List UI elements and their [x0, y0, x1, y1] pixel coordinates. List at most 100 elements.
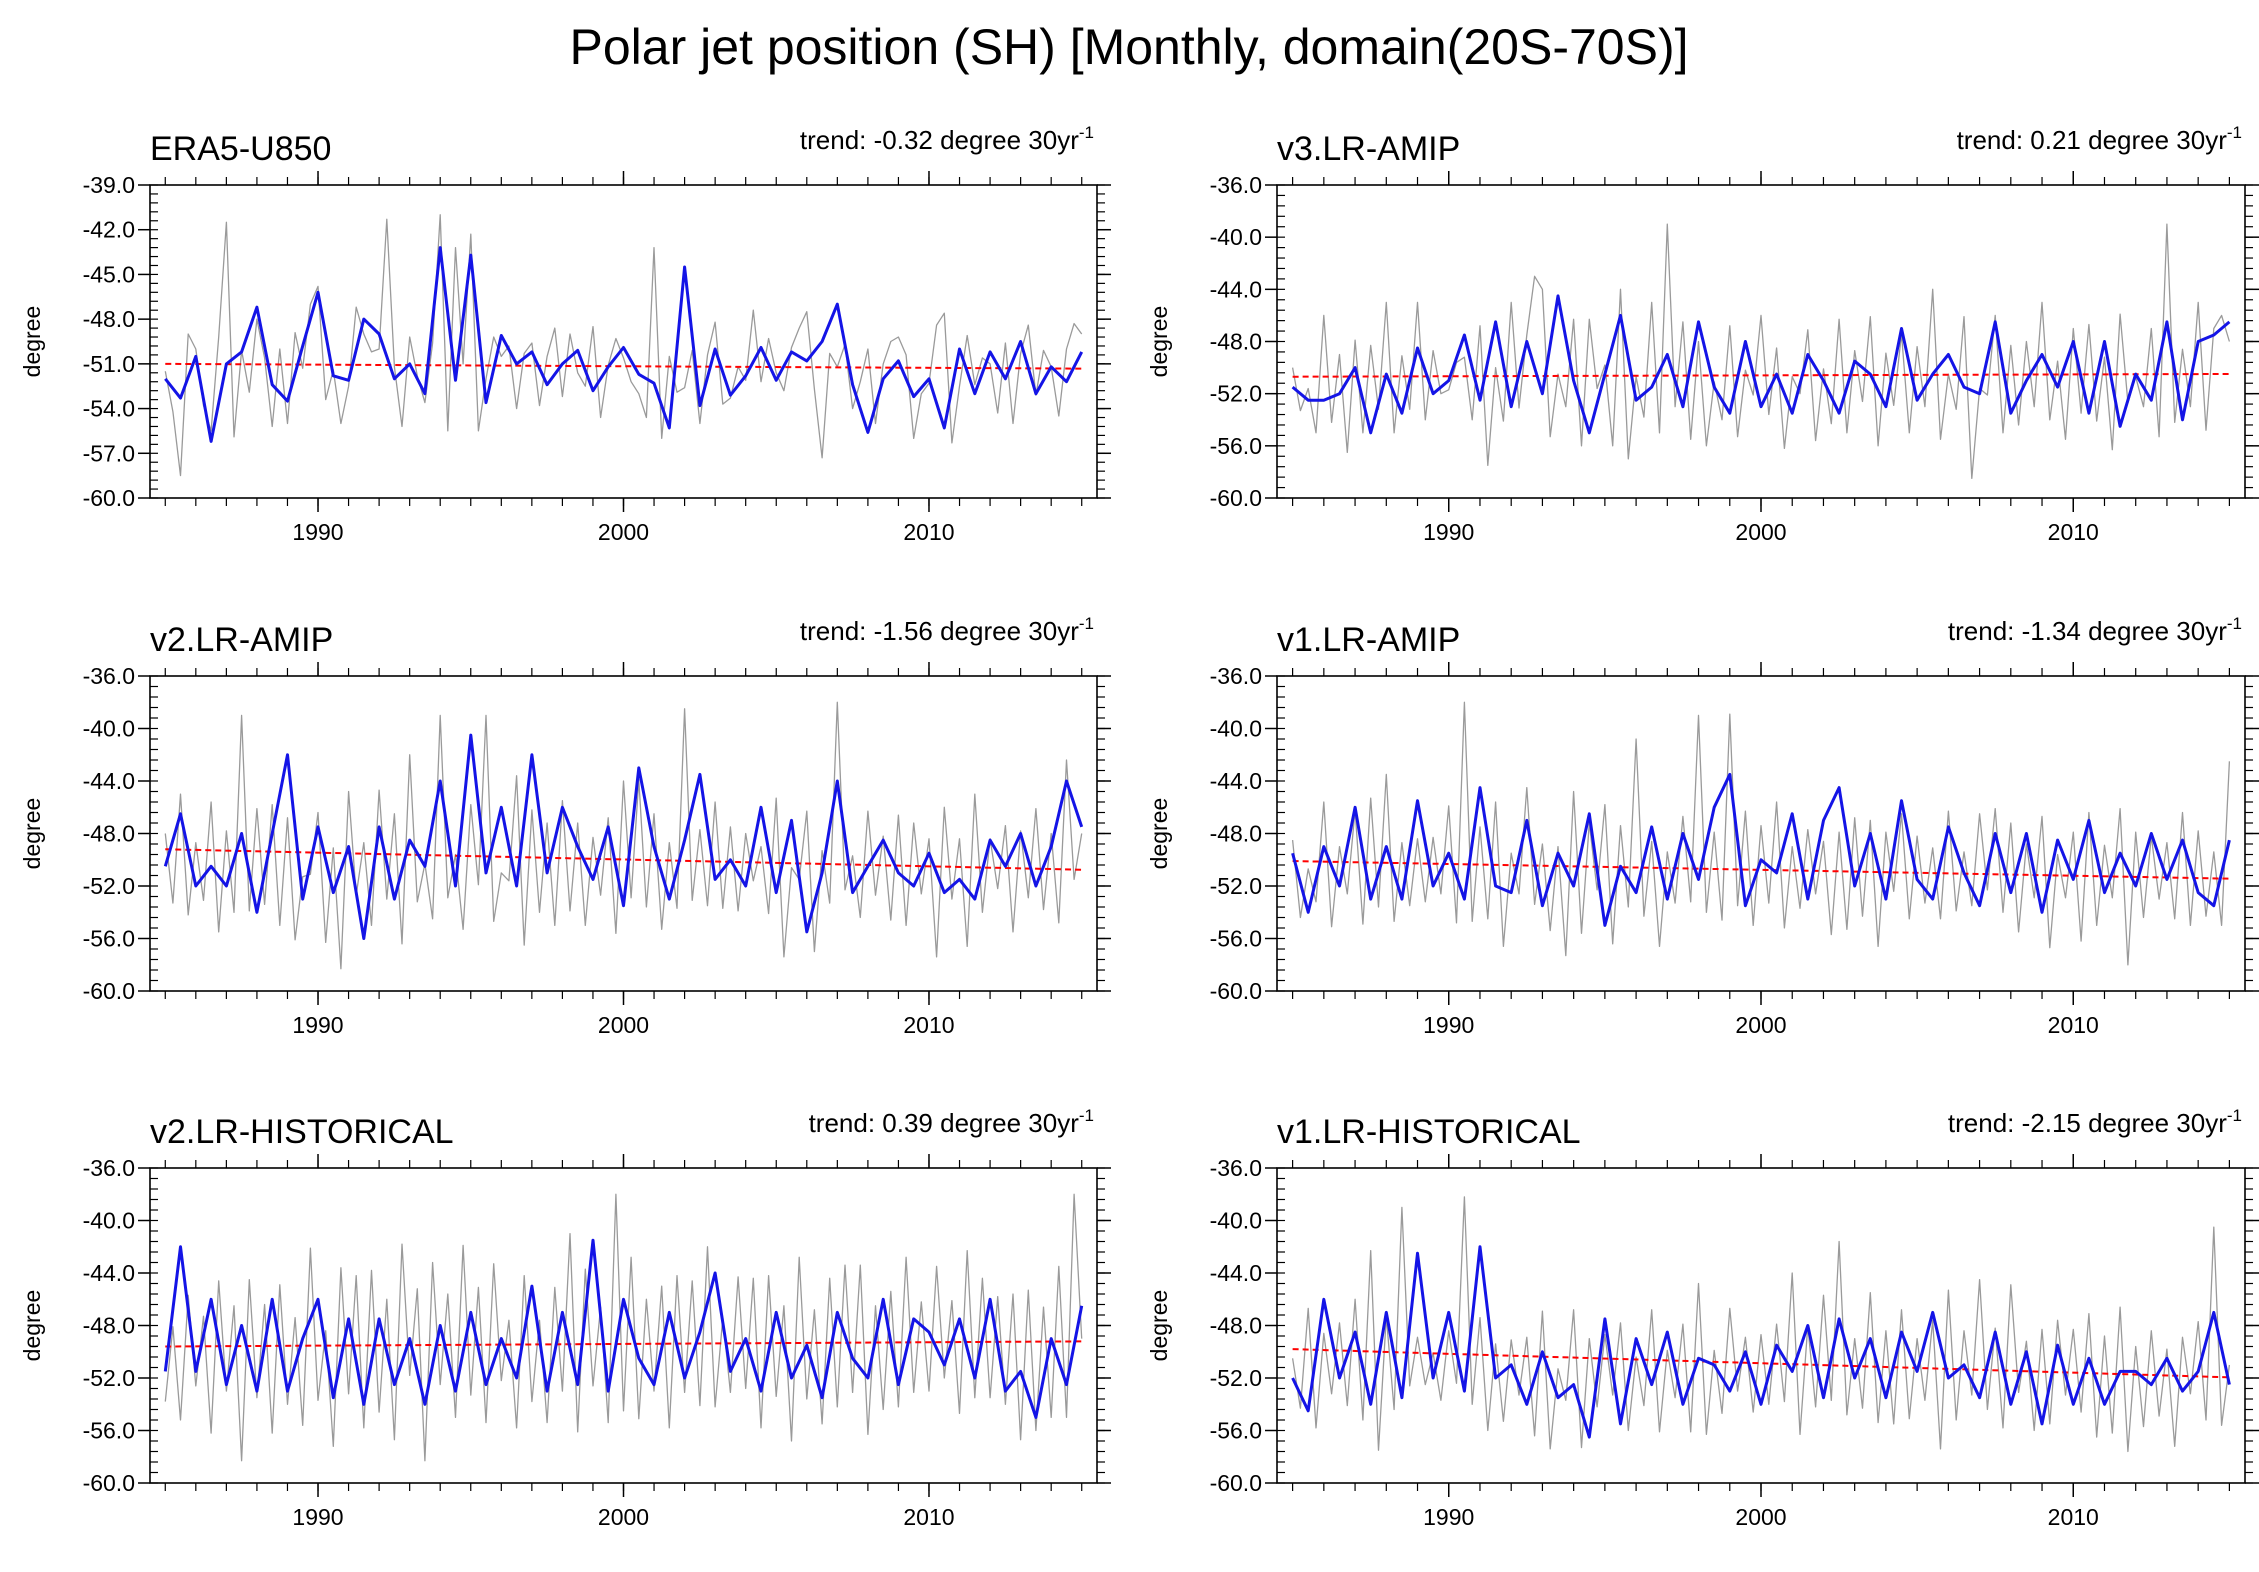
y-axis-label: degree: [19, 306, 45, 378]
monthly-series-line: [1291, 701, 2231, 966]
y-tick-label: -36.0: [1210, 1155, 1262, 1181]
y-tick-label: -40.0: [1210, 716, 1262, 742]
trend-label: trend: 0.21 degree 30yr-1: [1957, 123, 2242, 155]
y-tick-label: -60.0: [1210, 1470, 1262, 1496]
y-tick-label: -52.0: [1210, 381, 1262, 407]
y-axis-label: degree: [1146, 306, 1172, 378]
plot-frame: [1276, 675, 2246, 992]
panel-title: ERA5-U850: [150, 130, 331, 168]
y-tick-label: -45.0: [83, 261, 135, 287]
monthly-series-line: [164, 1193, 1083, 1462]
y-tick-label: -40.0: [83, 716, 135, 742]
trend-line: [1292, 372, 2230, 378]
y-tick-label: -48.0: [83, 821, 135, 847]
x-tick-label: 2010: [903, 519, 954, 545]
monthly-series-line: [1291, 1196, 2231, 1453]
trend-label: trend: -1.56 degree 30yr-1: [800, 614, 1094, 646]
x-tick-label: 2000: [598, 1012, 649, 1038]
y-tick-label: -44.0: [83, 1260, 135, 1286]
y-axis-label: degree: [19, 798, 45, 870]
y-tick-label: -36.0: [83, 1155, 135, 1181]
y-tick-label: -60.0: [83, 485, 135, 511]
y-tick-label: -56.0: [1210, 433, 1262, 459]
y-tick-label: -52.0: [1210, 873, 1262, 899]
y-tick-label: -52.0: [83, 873, 135, 899]
y-tick-label: -52.0: [1210, 1365, 1262, 1391]
y-tick-label: -52.0: [83, 1365, 135, 1391]
plot-frame: [149, 1167, 1098, 1484]
trend-line: [1292, 1348, 2230, 1379]
x-tick-label: 1990: [292, 1504, 343, 1530]
y-tick-label: -48.0: [1210, 821, 1262, 847]
plot-frame: [1276, 184, 2246, 499]
y-tick-label: -56.0: [83, 926, 135, 952]
x-tick-label: 2010: [2048, 519, 2099, 545]
trend-label: trend: -0.32 degree 30yr-1: [800, 123, 1094, 155]
y-axis-label: degree: [19, 1290, 45, 1362]
x-tick-label: 2000: [1735, 1504, 1786, 1530]
plot-frame: [149, 184, 1098, 499]
x-tick-label: 1990: [292, 1012, 343, 1038]
smoothed-series-line: [163, 733, 1084, 940]
panels: ERA5-U850 trend: -0.32 degree 30yr-1degre…: [19, 123, 2259, 1530]
panel-title: v2.LR-HISTORICAL: [150, 1113, 454, 1151]
y-tick-label: -40.0: [83, 1208, 135, 1234]
y-tick-label: -48.0: [83, 306, 135, 332]
trend-line: [165, 362, 1082, 370]
trend-label-superscript: -1: [1079, 123, 1094, 142]
x-tick-label: 1990: [292, 519, 343, 545]
y-tick-label: -44.0: [1210, 768, 1262, 794]
y-tick-label: -48.0: [83, 1313, 135, 1339]
panel-title: v1.LR-HISTORICAL: [1277, 1113, 1581, 1151]
y-tick-label: -36.0: [83, 663, 135, 689]
y-tick-label: -42.0: [83, 217, 135, 243]
plot-frame: [1276, 1167, 2246, 1484]
trend-label-text: trend: -1.34 degree 30yr: [1948, 616, 2227, 646]
trend-label-text: trend: -1.56 degree 30yr: [800, 616, 1079, 646]
trend-label-superscript: -1: [2227, 123, 2242, 142]
trend-line: [165, 848, 1082, 871]
y-tick-label: -60.0: [83, 978, 135, 1004]
smoothed-series-line: [1291, 772, 2231, 927]
trend-label: trend: -2.15 degree 30yr-1: [1948, 1106, 2242, 1138]
trend-label-text: trend: -0.32 degree 30yr: [800, 125, 1079, 155]
y-tick-label: -57.0: [83, 440, 135, 466]
y-tick-label: -36.0: [1210, 172, 1262, 198]
x-tick-label: 1990: [1423, 1012, 1474, 1038]
trend-label-text: trend: 0.39 degree 30yr: [809, 1108, 1080, 1138]
y-tick-label: -54.0: [83, 396, 135, 422]
panel-1: ERA5-U850 trend: -0.32 degree 30yr-1 degre…: [19, 123, 1111, 545]
y-tick-label: -40.0: [1210, 1208, 1262, 1234]
panel-6: v1.LR-HISTORICAL trend: -2.15 degree 30yr…: [1146, 1106, 2259, 1530]
trend-label-text: trend: -2.15 degree 30yr: [1948, 1108, 2227, 1138]
panel-4: v1.LR-AMIP trend: -1.34 degree 30yr-1 degr…: [1146, 614, 2259, 1038]
y-tick-label: -40.0: [1210, 224, 1262, 250]
figure-title: Polar jet position (SH) [Monthly, domain…: [570, 19, 1689, 75]
y-tick-label: -60.0: [83, 1470, 135, 1496]
y-tick-label: -56.0: [1210, 926, 1262, 952]
trend-label-text: trend: 0.21 degree 30yr: [1957, 125, 2228, 155]
monthly-series-line: [1291, 223, 2231, 480]
x-tick-label: 1990: [1423, 519, 1474, 545]
trend-label: trend: 0.39 degree 30yr-1: [809, 1106, 1094, 1138]
x-tick-label: 2000: [1735, 519, 1786, 545]
trend-label-superscript: -1: [2227, 614, 2242, 633]
y-tick-label: -60.0: [1210, 978, 1262, 1004]
panel-2: v3.LR-AMIP trend: 0.21 degree 30yr-1 degre…: [1146, 123, 2259, 545]
trend-label-superscript: -1: [1079, 1106, 1094, 1125]
x-tick-label: 2000: [1735, 1012, 1786, 1038]
x-tick-label: 2010: [903, 1504, 954, 1530]
y-tick-label: -56.0: [83, 1418, 135, 1444]
y-tick-label: -48.0: [1210, 329, 1262, 355]
y-tick-label: -48.0: [1210, 1313, 1262, 1339]
trend-label-superscript: -1: [1079, 614, 1094, 633]
y-tick-label: -60.0: [1210, 485, 1262, 511]
smoothed-series-line: [163, 1238, 1084, 1419]
x-tick-label: 2000: [598, 519, 649, 545]
y-tick-label: -44.0: [1210, 276, 1262, 302]
x-tick-label: 2010: [2048, 1504, 2099, 1530]
trend-line: [165, 1340, 1082, 1348]
panel-title: v2.LR-AMIP: [150, 621, 333, 659]
panel-3: v2.LR-AMIP trend: -1.56 degree 30yr-1 degr…: [19, 614, 1111, 1038]
y-tick-label: -44.0: [83, 768, 135, 794]
